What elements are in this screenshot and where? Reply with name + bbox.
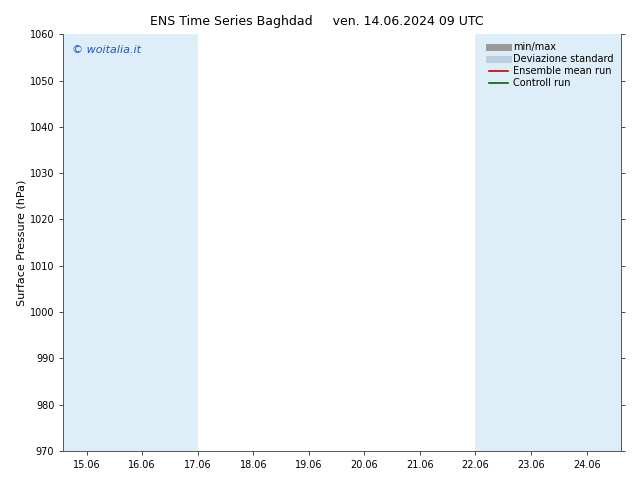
Y-axis label: Surface Pressure (hPa): Surface Pressure (hPa) xyxy=(17,179,27,306)
Bar xyxy=(63,34,198,451)
Text: © woitalia.it: © woitalia.it xyxy=(72,45,141,55)
Legend: min/max, Deviazione standard, Ensemble mean run, Controll run: min/max, Deviazione standard, Ensemble m… xyxy=(486,39,616,91)
Bar xyxy=(476,34,621,451)
Text: ENS Time Series Baghdad     ven. 14.06.2024 09 UTC: ENS Time Series Baghdad ven. 14.06.2024 … xyxy=(150,15,484,28)
